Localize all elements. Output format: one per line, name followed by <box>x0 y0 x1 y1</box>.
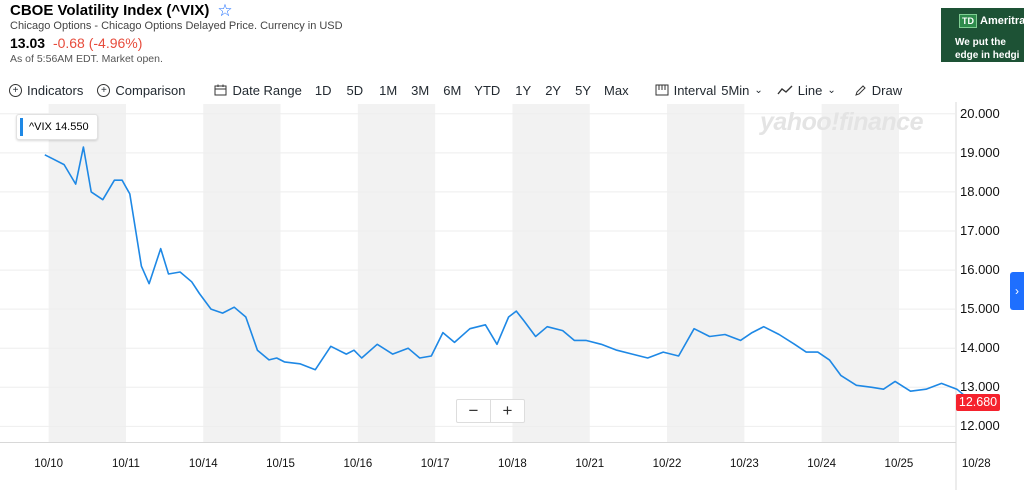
range-max[interactable]: Max <box>604 82 629 98</box>
legend-color-swatch <box>20 118 23 136</box>
y-tick-label: 13.000 <box>960 379 1000 395</box>
comparison-label: Comparison <box>115 82 186 98</box>
zoom-in-button[interactable]: + <box>502 401 513 420</box>
x-tick-label: 10/18 <box>498 458 527 470</box>
ad-logo: TD Ameritra <box>959 14 1024 28</box>
legend-label: ^VIX 14.550 <box>29 121 89 133</box>
x-tick-label: 10/10 <box>34 458 64 470</box>
date-range-button[interactable]: Date Range <box>214 82 302 98</box>
chart-type-dropdown[interactable]: Line ⌄ <box>777 83 836 98</box>
indicators-label: Indicators <box>27 82 84 98</box>
interval-label: Interval <box>673 82 717 98</box>
yahoo-finance-watermark: yahoo!finance <box>760 108 923 136</box>
quote-price-row: 13.03 -0.68 (-4.96%) <box>10 35 343 51</box>
y-tick-label: 20.000 <box>960 105 1000 121</box>
range-2y[interactable]: 2Y <box>545 82 562 98</box>
comparison-button[interactable]: + Comparison <box>97 83 185 98</box>
y-tick-label: 12.000 <box>960 418 1000 434</box>
y-tick-label: 15.000 <box>960 301 1000 317</box>
page-title: CBOE Volatility Index (^VIX) <box>10 2 210 19</box>
x-tick-label: 10/17 <box>420 458 450 470</box>
ad-tagline-1: We put the <box>955 37 1006 48</box>
chart-legend: ^VIX 14.550 <box>16 114 98 140</box>
date-range-label: Date Range <box>232 82 302 98</box>
day-shade-band <box>512 104 590 442</box>
x-tick-label: 10/14 <box>188 458 218 470</box>
x-tick-label: 10/15 <box>266 458 295 470</box>
star-icon[interactable]: ☆ <box>217 1 233 20</box>
plus-circle-icon: + <box>97 83 111 97</box>
plus-circle-icon: + <box>9 83 22 97</box>
range-5y[interactable]: 5Y <box>575 82 592 98</box>
last-price-badge: 12.680 <box>956 394 1000 411</box>
y-tick-label: 18.000 <box>960 183 1000 199</box>
chevron-down-icon: ⌄ <box>827 84 836 96</box>
x-tick-label: 10/11 <box>111 458 140 470</box>
range-3m[interactable]: 3M <box>411 82 430 98</box>
quote-header: CBOE Volatility Index (^VIX) ☆ Chicago O… <box>10 2 343 65</box>
range-1y[interactable]: 1Y <box>515 82 532 98</box>
zoom-control: − + <box>456 399 525 423</box>
day-shade-band <box>203 104 281 442</box>
vix-series-line <box>44 146 973 401</box>
ad-tagline-2: edge in hedgi <box>955 50 1020 61</box>
chart-type-label: Line <box>797 82 823 98</box>
range-1d[interactable]: 1D <box>314 82 332 98</box>
draw-label: Draw <box>871 82 903 98</box>
ad-banner[interactable]: TD Ameritra We put the edge in hedgi <box>941 8 1024 62</box>
range-6m[interactable]: 6M <box>443 82 462 98</box>
x-tick-label: 10/23 <box>729 458 759 470</box>
price-chart[interactable] <box>0 102 1024 490</box>
x-tick-label: 10/16 <box>343 458 373 470</box>
y-tick-label: 17.000 <box>960 222 1000 238</box>
ad-tagline: We put the edge in hedgi <box>955 36 1019 62</box>
x-tick-label: 10/25 <box>884 458 914 470</box>
range-5d[interactable]: 5D <box>346 82 364 98</box>
day-shade-band <box>48 104 126 442</box>
indicators-button[interactable]: + Indicators <box>9 83 83 98</box>
interval-value: 5Min <box>721 82 750 98</box>
quote-timestamp: As of 5:56AM EDT. Market open. <box>10 53 163 65</box>
quote-price: 13.03 <box>10 35 46 51</box>
x-tick-label: 10/22 <box>652 458 682 470</box>
zoom-out-button[interactable]: − <box>457 400 491 422</box>
chevron-down-icon: ⌄ <box>754 84 763 96</box>
x-tick-label: 10/28 <box>961 458 991 470</box>
quote-change: -0.68 (-4.96%) <box>52 35 143 51</box>
day-shade-band <box>357 104 436 442</box>
draw-button[interactable]: Draw <box>854 83 902 98</box>
range-ytd[interactable]: YTD <box>474 82 501 98</box>
y-tick-label: 19.000 <box>960 144 1000 160</box>
y-tick-label: 16.000 <box>960 262 1000 278</box>
chevron-right-icon[interactable]: › <box>1010 272 1024 310</box>
td-logo-icon: TD <box>959 14 977 28</box>
range-1m[interactable]: 1M <box>379 82 398 98</box>
pencil-icon <box>854 84 866 96</box>
candle-interval-icon <box>655 84 669 96</box>
x-tick-label: 10/21 <box>575 458 605 470</box>
ad-brand: Ameritra <box>980 15 1024 27</box>
chart-toolbar: + Indicators + Comparison Date Range 1D … <box>0 80 960 100</box>
calendar-icon <box>214 84 227 96</box>
day-shade-band <box>667 104 745 442</box>
day-shade-band <box>821 104 899 442</box>
x-tick-label: 10/24 <box>807 458 837 470</box>
interval-dropdown[interactable]: Interval 5Min ⌄ <box>655 83 763 98</box>
quote-source: Chicago Options - Chicago Options Delaye… <box>10 20 343 32</box>
line-chart-icon <box>777 85 793 95</box>
y-tick-label: 14.000 <box>960 340 1000 356</box>
